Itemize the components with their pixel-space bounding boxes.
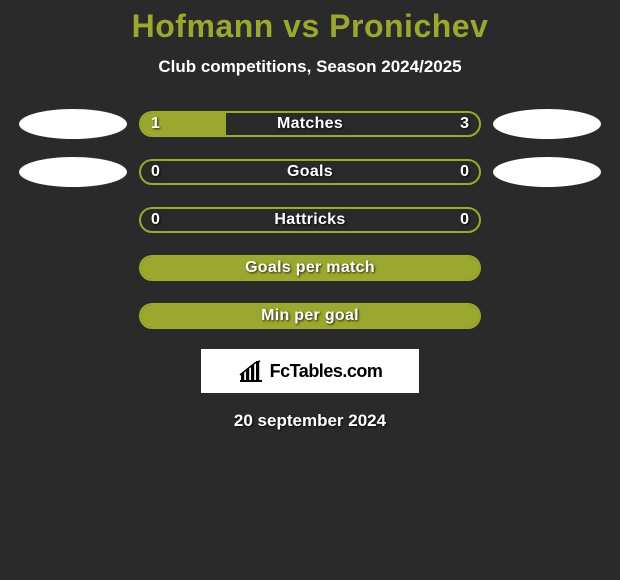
infographic-container: Hofmann vs Pronichev Club competitions, … [0,0,620,431]
subtitle: Club competitions, Season 2024/2025 [0,57,620,77]
player-marker-left [19,109,127,139]
logo-box: FcTables.com [201,349,419,393]
oval-spacer [19,205,127,235]
oval-spacer [493,301,601,331]
stat-label: Min per goal [141,305,479,327]
oval-spacer [493,253,601,283]
stat-bar: Goals per match [139,255,481,281]
stat-bar: 13Matches [139,111,481,137]
stat-label: Goals per match [141,257,479,279]
date-text: 20 september 2024 [0,411,620,431]
player-marker-right [493,157,601,187]
page-title: Hofmann vs Pronichev [0,8,620,45]
logo-text: FcTables.com [270,361,383,382]
stat-label: Hattricks [141,209,479,231]
oval-spacer [19,253,127,283]
bars-host: 13Matches 00Goals 00Hattricks Goals per mat… [0,109,620,331]
stat-row: 00Goals [0,157,620,187]
stat-label: Goals [141,161,479,183]
stat-row: 00Hattricks [0,205,620,235]
player-marker-right [493,109,601,139]
oval-spacer [493,205,601,235]
bar-chart-icon [238,359,264,383]
stat-row: 13Matches [0,109,620,139]
stat-bar: 00Goals [139,159,481,185]
stat-bar: Min per goal [139,303,481,329]
player-marker-left [19,157,127,187]
stat-bar: 00Hattricks [139,207,481,233]
stat-row: Min per goal [0,301,620,331]
stat-row: Goals per match [0,253,620,283]
stat-label: Matches [141,113,479,135]
oval-spacer [19,301,127,331]
